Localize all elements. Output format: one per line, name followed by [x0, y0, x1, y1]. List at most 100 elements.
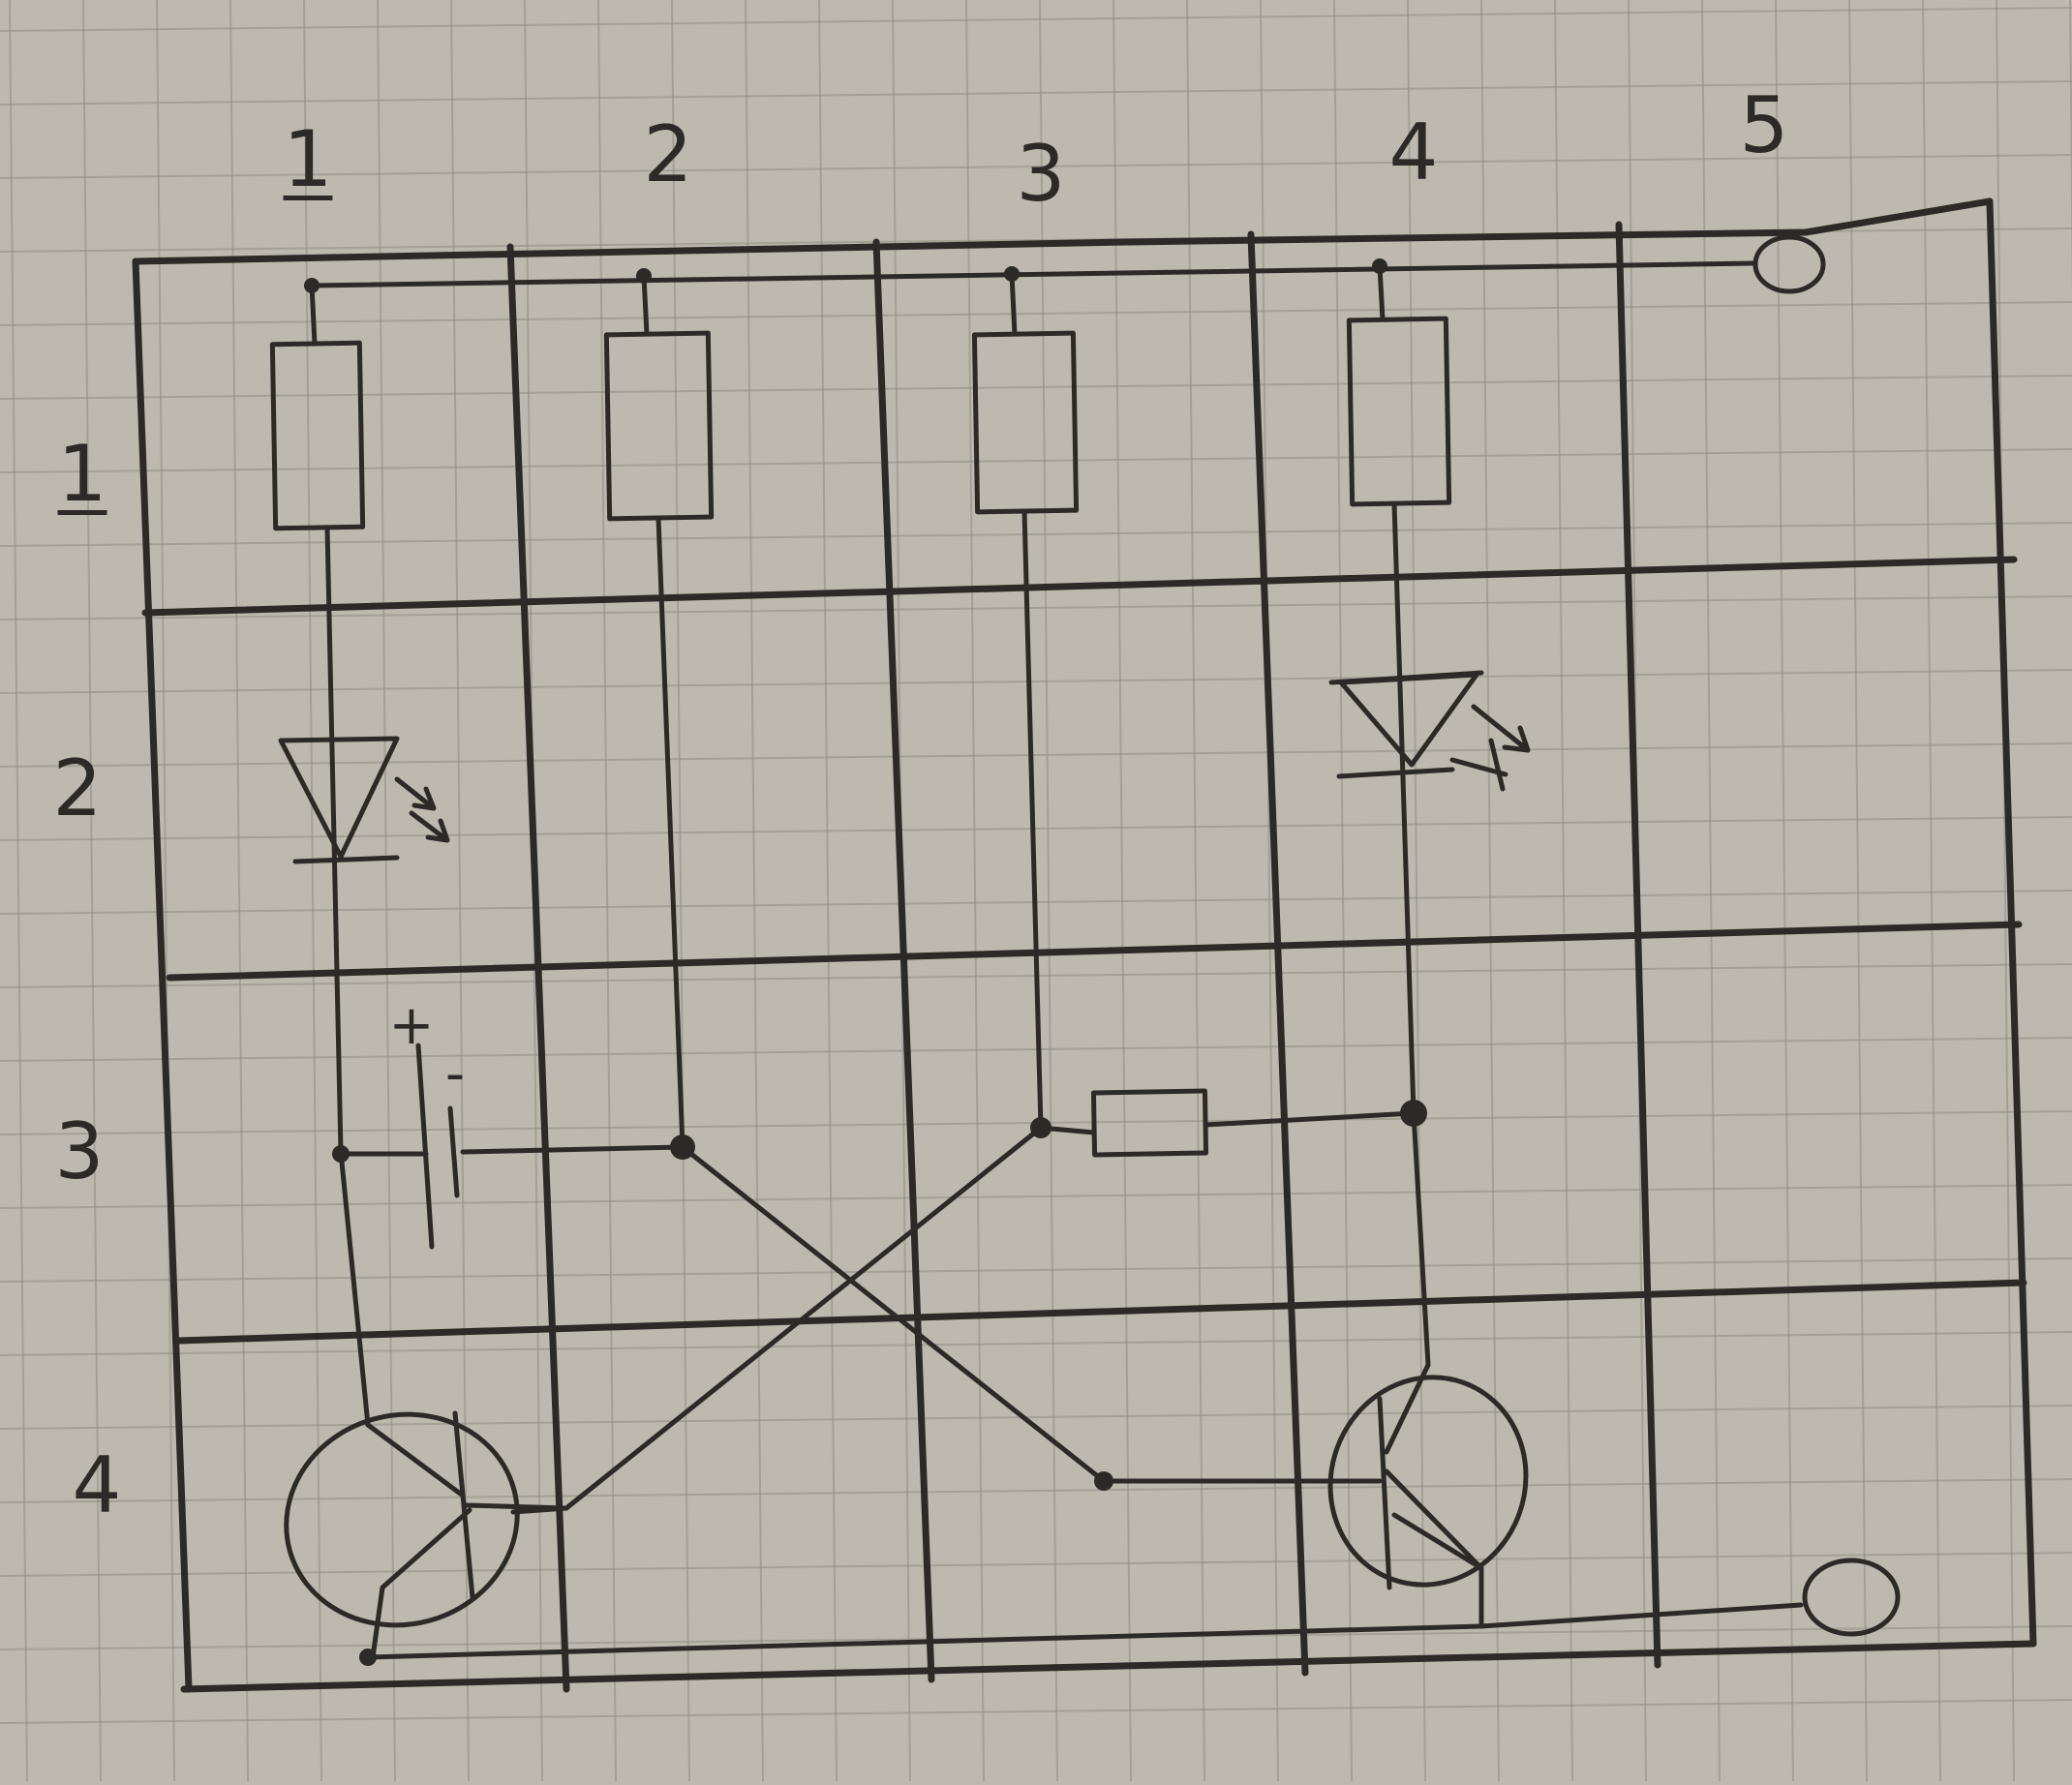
junction-cross-b	[1030, 1117, 1051, 1138]
r5-to-node-wire	[1203, 1110, 1417, 1128]
transistor-q2-emitter	[1384, 1468, 1484, 1571]
r2-top-lead	[641, 273, 650, 337]
grid-line-horizontal	[0, 522, 2072, 547]
junction-ground	[359, 1649, 377, 1666]
junction-r2-top	[636, 268, 652, 284]
grid-line-horizontal	[0, 7, 2072, 32]
transistor-q1-body	[284, 1411, 520, 1628]
row-line-1	[141, 556, 2018, 617]
grid-line-vertical	[818, 0, 838, 1782]
resistors	[269, 316, 1452, 1158]
row-line-3	[175, 1279, 2027, 1345]
grid-line-vertical	[965, 0, 985, 1782]
col-line-4	[1615, 221, 1661, 1669]
transistor-q1-collector	[365, 1422, 466, 1498]
terminal-bottom	[1802, 1558, 1901, 1637]
resistor-r2	[603, 330, 715, 522]
junction-r1-top	[304, 278, 320, 293]
column-label-4: 4	[1388, 107, 1439, 197]
junction-q2-base	[1094, 1471, 1113, 1491]
resistor-r3	[971, 330, 1080, 515]
col-line-3	[1247, 230, 1309, 1677]
grid-line-horizontal	[0, 816, 2072, 841]
grid-line-vertical	[1407, 0, 1426, 1782]
grid-line-horizontal	[0, 742, 2072, 768]
led-2-arrow-1	[1471, 704, 1531, 753]
grid-line-horizontal	[0, 669, 2072, 694]
column-label-2: 2	[643, 109, 693, 199]
frame-top	[132, 197, 1994, 265]
r4-top-lead	[1377, 263, 1386, 322]
grid-line-vertical	[1260, 0, 1279, 1782]
junction-battery	[332, 1145, 350, 1163]
row-label-2: 2	[52, 743, 103, 833]
led-1	[278, 736, 450, 864]
transistor-q2-collector	[1384, 1362, 1431, 1455]
terminal-top	[1752, 234, 1826, 294]
resistor-r4	[1346, 316, 1452, 507]
grid-line-vertical	[1922, 0, 1941, 1782]
q1-emitter-to-ground	[370, 1507, 472, 1660]
grid-line-horizontal	[0, 1331, 2072, 1356]
r3-down-wire	[1021, 508, 1044, 1131]
row-label-1: 1	[57, 429, 107, 519]
r1-top-lead	[309, 283, 318, 347]
grid-line-vertical	[156, 0, 175, 1782]
battery-short-plate	[447, 1105, 460, 1198]
led-2-triangle	[1338, 672, 1479, 768]
battery-plus-sign: +	[388, 994, 435, 1057]
grid-line-vertical	[377, 0, 396, 1782]
junction-led2	[1400, 1100, 1427, 1127]
transistor-q2	[1295, 1362, 1529, 1590]
transistor-q2-body	[1327, 1375, 1529, 1588]
grid-line-vertical	[9, 0, 28, 1782]
grid-line-horizontal	[0, 1405, 2072, 1430]
grid-line-vertical	[745, 0, 764, 1782]
junction-r3-top	[1004, 266, 1020, 282]
grid-line-horizontal	[0, 448, 2072, 473]
grid-line-vertical	[597, 0, 617, 1782]
r3-top-lead	[1009, 271, 1018, 337]
grid-line-horizontal	[0, 80, 2072, 106]
grid-line-vertical	[1848, 0, 1868, 1782]
grid-line-vertical	[229, 0, 249, 1782]
circuit-wires	[309, 260, 1804, 1660]
battery	[338, 1043, 460, 1250]
grid-line-horizontal	[0, 1037, 2072, 1062]
grid-line-horizontal	[0, 1478, 2072, 1503]
grid-line-vertical	[1480, 0, 1500, 1782]
led-1-arrow-1	[394, 776, 437, 811]
grid-line-vertical	[303, 0, 322, 1782]
transistor-q1	[284, 1410, 569, 1628]
grid-line-vertical	[671, 0, 690, 1782]
column-label-1: 1	[283, 114, 333, 204]
junction-r4-top	[1372, 258, 1387, 274]
row-label-4: 4	[72, 1440, 122, 1530]
frame-bottom	[180, 1640, 2037, 1693]
grid-line-horizontal	[0, 1552, 2072, 1577]
column-label-5: 5	[1739, 80, 1789, 170]
grid-line-horizontal	[0, 1184, 2072, 1209]
top-rail-wire	[309, 260, 1755, 288]
grid-line-horizontal	[0, 154, 2072, 179]
grid-line-vertical	[1333, 0, 1353, 1782]
grid-line-horizontal	[0, 595, 2072, 620]
terminals	[1752, 234, 1901, 1637]
frame-grid	[132, 197, 2037, 1693]
battery-to-node-wire	[460, 1144, 686, 1155]
right-chain-wire	[1391, 500, 1431, 1368]
grid-line-horizontal	[0, 301, 2072, 326]
row-line-2	[166, 921, 2023, 982]
grid-line-horizontal	[0, 1257, 2072, 1283]
led-2-arrow-3	[1488, 738, 1506, 792]
column-label-3: 3	[1016, 129, 1066, 219]
grid-line-vertical	[1186, 0, 1205, 1782]
led-1-arrow-2	[409, 810, 450, 843]
led-1-triangle	[278, 736, 400, 860]
junction-dots	[304, 258, 1427, 1666]
grid-line-vertical	[82, 0, 102, 1782]
frame-left	[132, 257, 193, 1693]
resistor-r5	[1090, 1088, 1209, 1158]
led-2-bar	[1336, 767, 1455, 779]
